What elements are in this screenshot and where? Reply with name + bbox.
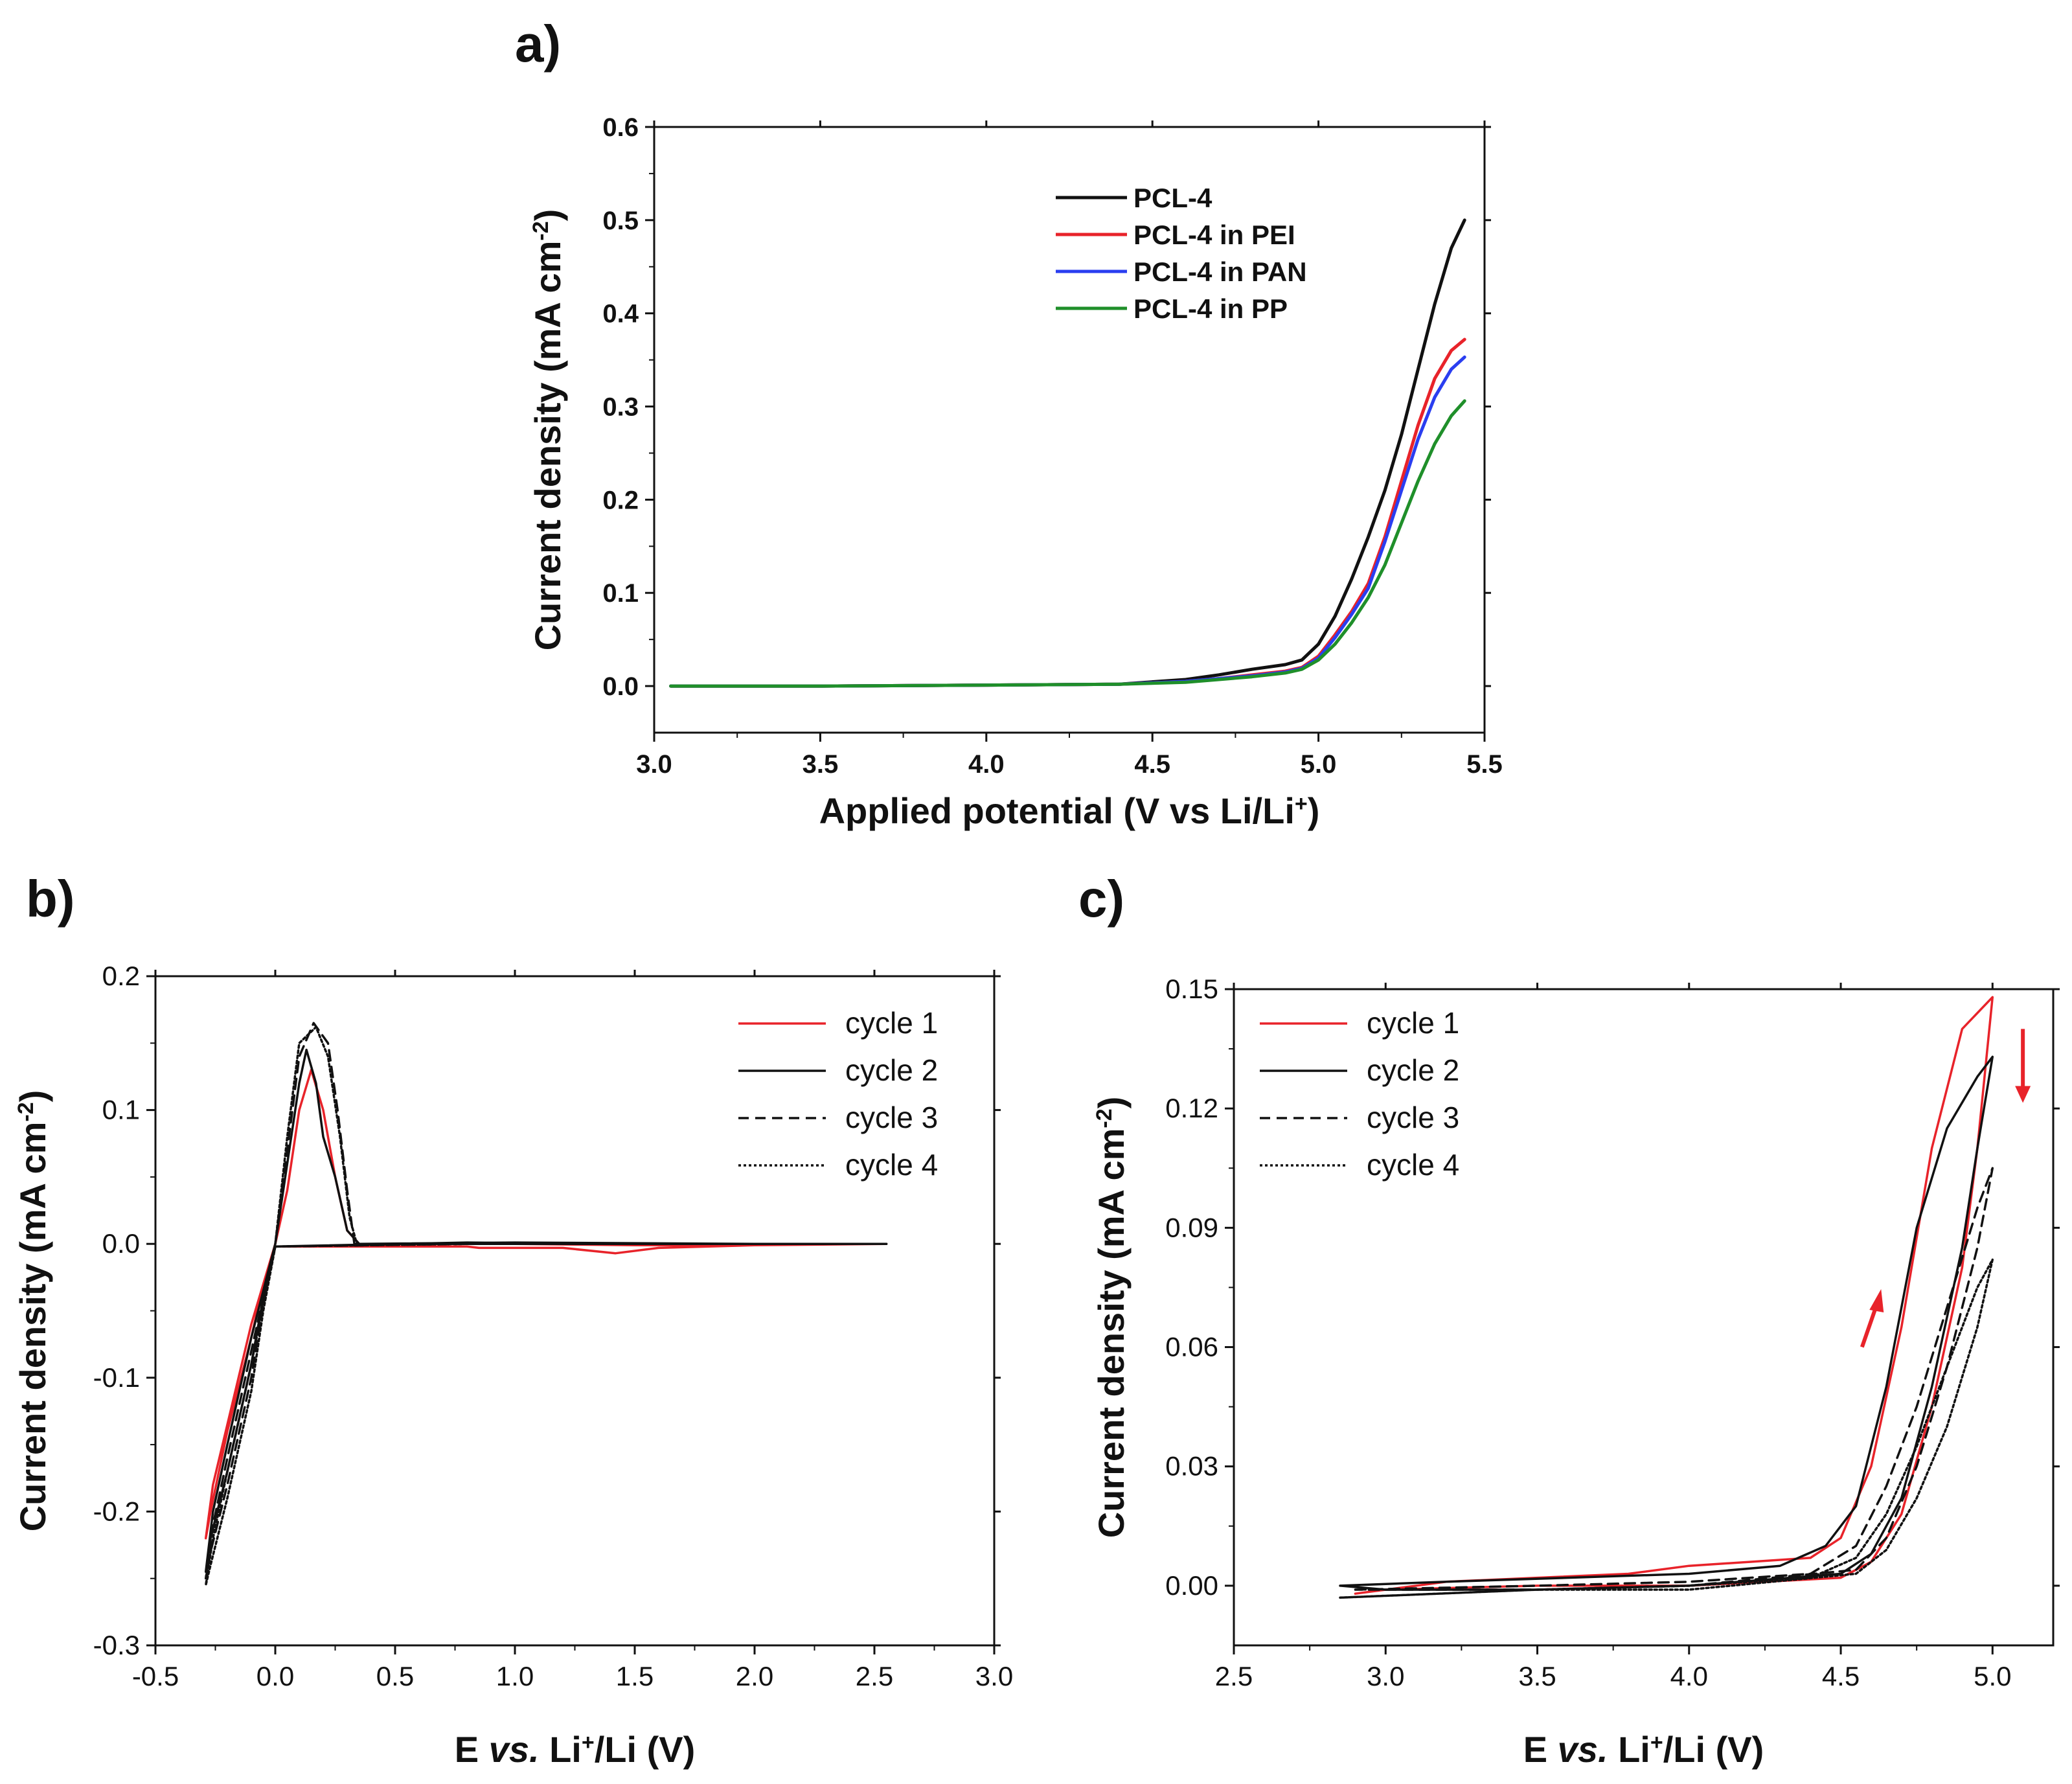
y-axis-title: Current density (mA cm-2) xyxy=(1091,1097,1132,1538)
x-tick-label: 1.0 xyxy=(496,1661,534,1691)
x-tick-label: 3.5 xyxy=(803,750,839,779)
series-line-cycle-1 xyxy=(204,1068,888,1540)
x-tick-label: 4.0 xyxy=(1670,1661,1708,1691)
y-tick-label: 0.0 xyxy=(602,672,639,701)
series-line-cycle-3 xyxy=(204,1022,888,1580)
x-tick-label: 1.5 xyxy=(616,1661,654,1691)
legend-label: cycle 2 xyxy=(1367,1053,1459,1087)
panel-label-c: c) xyxy=(1078,870,1124,928)
legend-label: PCL-4 in PP xyxy=(1133,293,1288,324)
y-tick-label: 0.4 xyxy=(602,300,639,328)
y-axis-title: Current density (mA cm-2) xyxy=(12,1090,53,1532)
y-tick-label: -0.2 xyxy=(93,1496,140,1526)
legend-label: cycle 4 xyxy=(1367,1148,1459,1182)
y-axis-title-end: ) xyxy=(12,1090,53,1103)
x-axis-title-end: ) xyxy=(1308,790,1320,831)
y-axis-title-sup: -2 xyxy=(14,1102,38,1121)
series-line-pcl-4-in-pp xyxy=(669,399,1466,688)
y-tick-label: 0.0 xyxy=(102,1228,140,1259)
plot-frame xyxy=(653,126,1486,734)
y-tick-label: 0.09 xyxy=(1165,1212,1218,1242)
x-tick-label: 2.5 xyxy=(856,1661,893,1691)
y-tick-label: 0.00 xyxy=(1165,1570,1218,1601)
arrow-up-head xyxy=(1869,1289,1884,1313)
x-tick-label: 2.5 xyxy=(1215,1661,1253,1691)
legend-label: PCL-4 in PEI xyxy=(1133,220,1295,250)
series-line-cycle-4 xyxy=(1339,1258,1994,1599)
panel-label-b: b) xyxy=(26,870,75,928)
x-tick-label: 3.5 xyxy=(1518,1661,1556,1691)
x-axis-title-li: Li xyxy=(540,1729,582,1770)
series-line-cycle-2 xyxy=(204,1048,888,1573)
arrow-down-head xyxy=(2015,1086,2031,1103)
legend-label: cycle 1 xyxy=(1367,1006,1459,1040)
x-tick-label: 5.0 xyxy=(1301,750,1337,779)
x-tick-label: 5.5 xyxy=(1466,750,1503,779)
y-tick-label: -0.1 xyxy=(93,1362,140,1393)
x-axis-title-end: /Li (V) xyxy=(595,1729,696,1770)
x-tick-label: 3.0 xyxy=(636,750,672,779)
y-tick-label: 0.3 xyxy=(602,393,639,422)
series-line-pcl-4 xyxy=(669,218,1466,688)
series-line-pcl-4-in-pan xyxy=(669,355,1466,688)
x-axis-title-vs: vs. xyxy=(1558,1729,1608,1770)
panel-label-a: a) xyxy=(515,15,561,73)
x-tick-label: -0.5 xyxy=(132,1661,179,1691)
series-line-pcl-4-in-pei xyxy=(669,337,1466,688)
series-line-cycle-3 xyxy=(1354,1167,1994,1591)
y-axis-title-end: ) xyxy=(1091,1097,1132,1109)
x-tick-label: 2.0 xyxy=(736,1661,773,1691)
y-tick-label: 0.2 xyxy=(102,961,140,991)
x-axis-title-vs: vs. xyxy=(489,1729,540,1770)
y-tick-label: 0.1 xyxy=(102,1095,140,1125)
plot-frame xyxy=(1233,988,2055,1647)
y-tick-label: 0.6 xyxy=(602,113,639,142)
series-line-cycle-2 xyxy=(1339,1055,1994,1591)
y-tick-label: 0.15 xyxy=(1165,974,1218,1004)
y-tick-label: 0.12 xyxy=(1165,1093,1218,1123)
y-tick-label: 0.06 xyxy=(1165,1332,1218,1362)
x-axis-title-sup: + xyxy=(582,1730,595,1755)
legend-label: cycle 2 xyxy=(845,1053,938,1087)
x-tick-label: 3.0 xyxy=(975,1661,1013,1691)
x-axis-title-sup: + xyxy=(1650,1730,1663,1755)
x-tick-label: 4.5 xyxy=(1134,750,1170,779)
y-tick-label: 0.5 xyxy=(602,207,639,235)
y-tick-label: -0.3 xyxy=(93,1630,140,1660)
x-tick-label: 4.0 xyxy=(968,750,1005,779)
legend-label: cycle 1 xyxy=(845,1006,938,1040)
legend-label: PCL-4 xyxy=(1133,183,1212,213)
chart-c: 2.5 3.0 3.5 4.0 4.5 5.0 0.00 0.03 0.06 0.09 0.12 0.… xyxy=(1091,974,2060,1770)
legend-label: cycle 3 xyxy=(845,1101,938,1134)
y-axis-title-sup: -2 xyxy=(1092,1108,1117,1128)
y-tick-label: 0.1 xyxy=(602,579,639,608)
legend-label: PCL-4 in PAN xyxy=(1133,257,1307,287)
x-tick-label: 0.0 xyxy=(256,1661,294,1691)
x-tick-label: 0.5 xyxy=(376,1661,414,1691)
chart-b: -0.5 0.0 0.5 1.0 1.5 2.0 2.5 3.0 -0.3 -0.2 -0.1 0.0… xyxy=(12,961,1013,1770)
x-axis-title-sup: + xyxy=(1295,792,1308,816)
y-tick-label: 0.2 xyxy=(602,486,639,514)
y-axis-title: Current density (mA cm-2) xyxy=(527,209,568,651)
x-tick-label: 5.0 xyxy=(1974,1661,2011,1691)
y-axis-title-end: ) xyxy=(527,209,568,222)
legend-label: cycle 3 xyxy=(1367,1101,1459,1134)
x-axis-title: E vs. Li+/Li (V) xyxy=(1523,1729,1764,1770)
x-tick-label: 3.0 xyxy=(1367,1661,1404,1691)
x-tick-label: 4.5 xyxy=(1822,1661,1860,1691)
chart-a: 3.0 3.5 4.0 4.5 5.0 5.5 0.0 0.1 0.2 0.3 0.4 0.5 0.6 A… xyxy=(527,113,1503,831)
y-axis-title-sup: -2 xyxy=(529,221,553,240)
x-axis-title-li: Li xyxy=(1608,1729,1650,1770)
x-axis-title-end: /Li (V) xyxy=(1663,1729,1764,1770)
legend-label: cycle 4 xyxy=(845,1148,938,1182)
x-axis-title: E vs. Li+/Li (V) xyxy=(455,1729,696,1770)
y-tick-label: 0.03 xyxy=(1165,1451,1218,1481)
x-axis-title: Applied potential (V vs Li/Li+) xyxy=(819,790,1320,831)
series-line-cycle-4 xyxy=(204,1025,888,1586)
